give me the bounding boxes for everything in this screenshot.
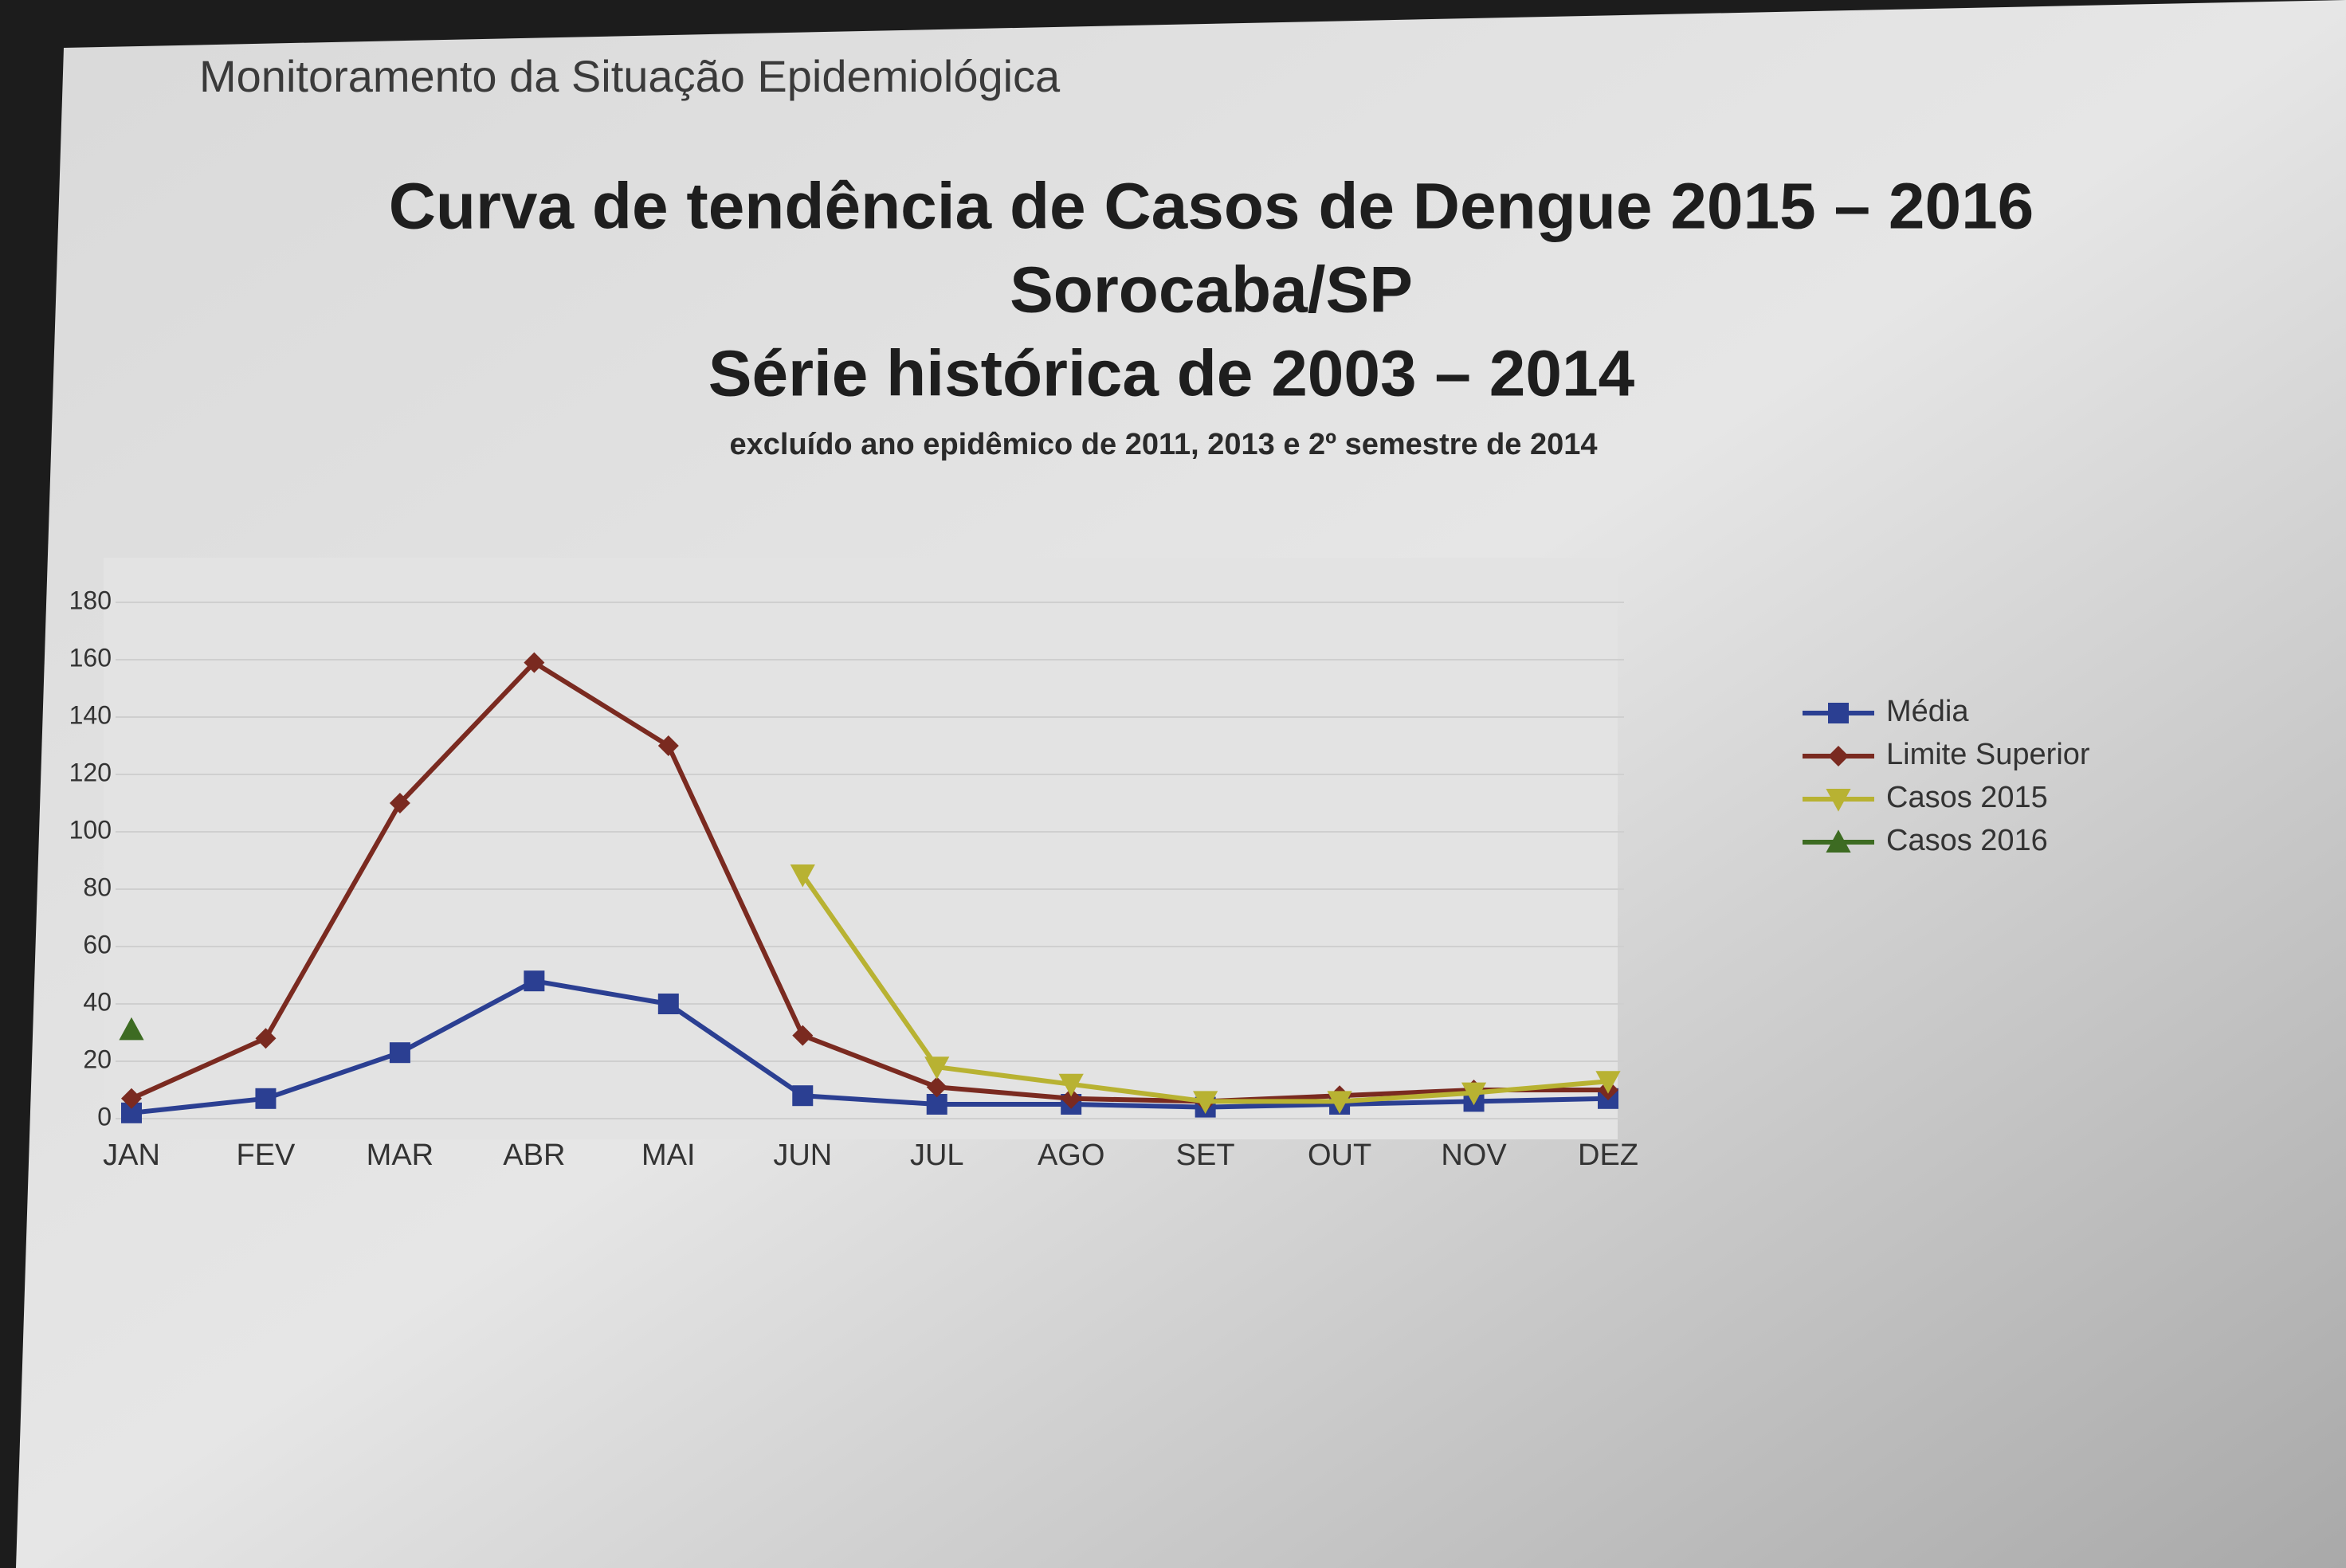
marker xyxy=(657,994,679,1014)
marker xyxy=(255,1028,277,1049)
title-line: Sorocaba/SP xyxy=(1010,254,1413,327)
y-tick-label: 120 xyxy=(69,758,112,786)
marker xyxy=(389,793,410,813)
x-tick-label: SET xyxy=(1176,1139,1235,1172)
marker xyxy=(524,652,545,673)
x-tick-label: AGO xyxy=(1038,1139,1104,1172)
legend-label: Casos 2016 xyxy=(1886,824,2048,857)
y-tick-label: 160 xyxy=(69,643,112,672)
marker xyxy=(389,1042,410,1064)
marker xyxy=(924,1056,950,1080)
y-tick-label: 80 xyxy=(83,872,112,901)
legend-marker xyxy=(1826,829,1851,853)
marker xyxy=(1058,1073,1084,1097)
legend-label: Casos 2015 xyxy=(1886,781,2048,814)
marker xyxy=(1461,1082,1487,1106)
marker xyxy=(255,1088,277,1109)
legend-marker xyxy=(1828,703,1849,723)
marker xyxy=(524,970,545,992)
legend-label: Média xyxy=(1886,695,1969,728)
x-tick-label: JUL xyxy=(910,1139,964,1172)
y-tick-label: 60 xyxy=(83,930,112,958)
marker xyxy=(792,1085,814,1107)
y-tick-label: 20 xyxy=(83,1045,112,1073)
series-line xyxy=(131,978,1609,1115)
y-tick-label: 100 xyxy=(69,815,112,844)
marker xyxy=(1595,1071,1621,1094)
marker xyxy=(121,1088,142,1109)
x-tick-label: MAR xyxy=(367,1139,434,1172)
legend-marker xyxy=(1826,789,1851,812)
subtitle: excluído ano epidêmico de 2011, 2013 e 2… xyxy=(729,428,1597,461)
legend-marker xyxy=(1828,746,1849,766)
marker xyxy=(1061,1088,1082,1109)
x-tick-label: JUN xyxy=(773,1139,832,1172)
plot-area xyxy=(104,558,1618,1139)
legend-label: Limite Superior xyxy=(1886,738,2090,771)
y-tick-label: 0 xyxy=(97,1102,112,1131)
y-tick-label: 40 xyxy=(83,987,112,1016)
x-tick-label: FEV xyxy=(237,1139,296,1172)
x-tick-label: DEZ xyxy=(1578,1139,1638,1172)
title-line: Série histórica de 2003 – 2014 xyxy=(708,338,1635,410)
marker xyxy=(790,864,815,888)
x-tick-label: NOV xyxy=(1441,1139,1507,1172)
marker xyxy=(657,735,679,756)
header: Monitoramento da Situação Epidemiológica xyxy=(199,51,1061,101)
series-line xyxy=(130,660,1608,1104)
marker xyxy=(1327,1091,1352,1114)
x-tick-label: OUT xyxy=(1308,1139,1371,1172)
title-line: Curva de tendência de Casos de Dengue 20… xyxy=(389,171,2034,243)
marker xyxy=(119,1017,144,1041)
y-tick-label: 140 xyxy=(69,700,112,729)
x-tick-label: MAI xyxy=(641,1139,696,1172)
marker xyxy=(1193,1091,1218,1114)
y-tick-label: 180 xyxy=(69,586,112,614)
marker xyxy=(792,1025,814,1046)
x-tick-label: JAN xyxy=(103,1139,160,1172)
x-tick-label: ABR xyxy=(503,1139,565,1172)
marker xyxy=(926,1076,947,1098)
